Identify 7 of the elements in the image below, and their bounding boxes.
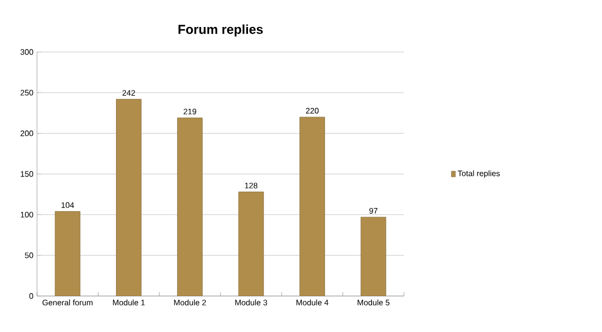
chart-title: Forum replies [178,24,263,37]
bar [360,216,386,296]
bar [116,98,142,296]
bar [177,118,203,296]
bar [300,116,325,296]
bar [238,192,264,296]
bar [54,211,80,296]
